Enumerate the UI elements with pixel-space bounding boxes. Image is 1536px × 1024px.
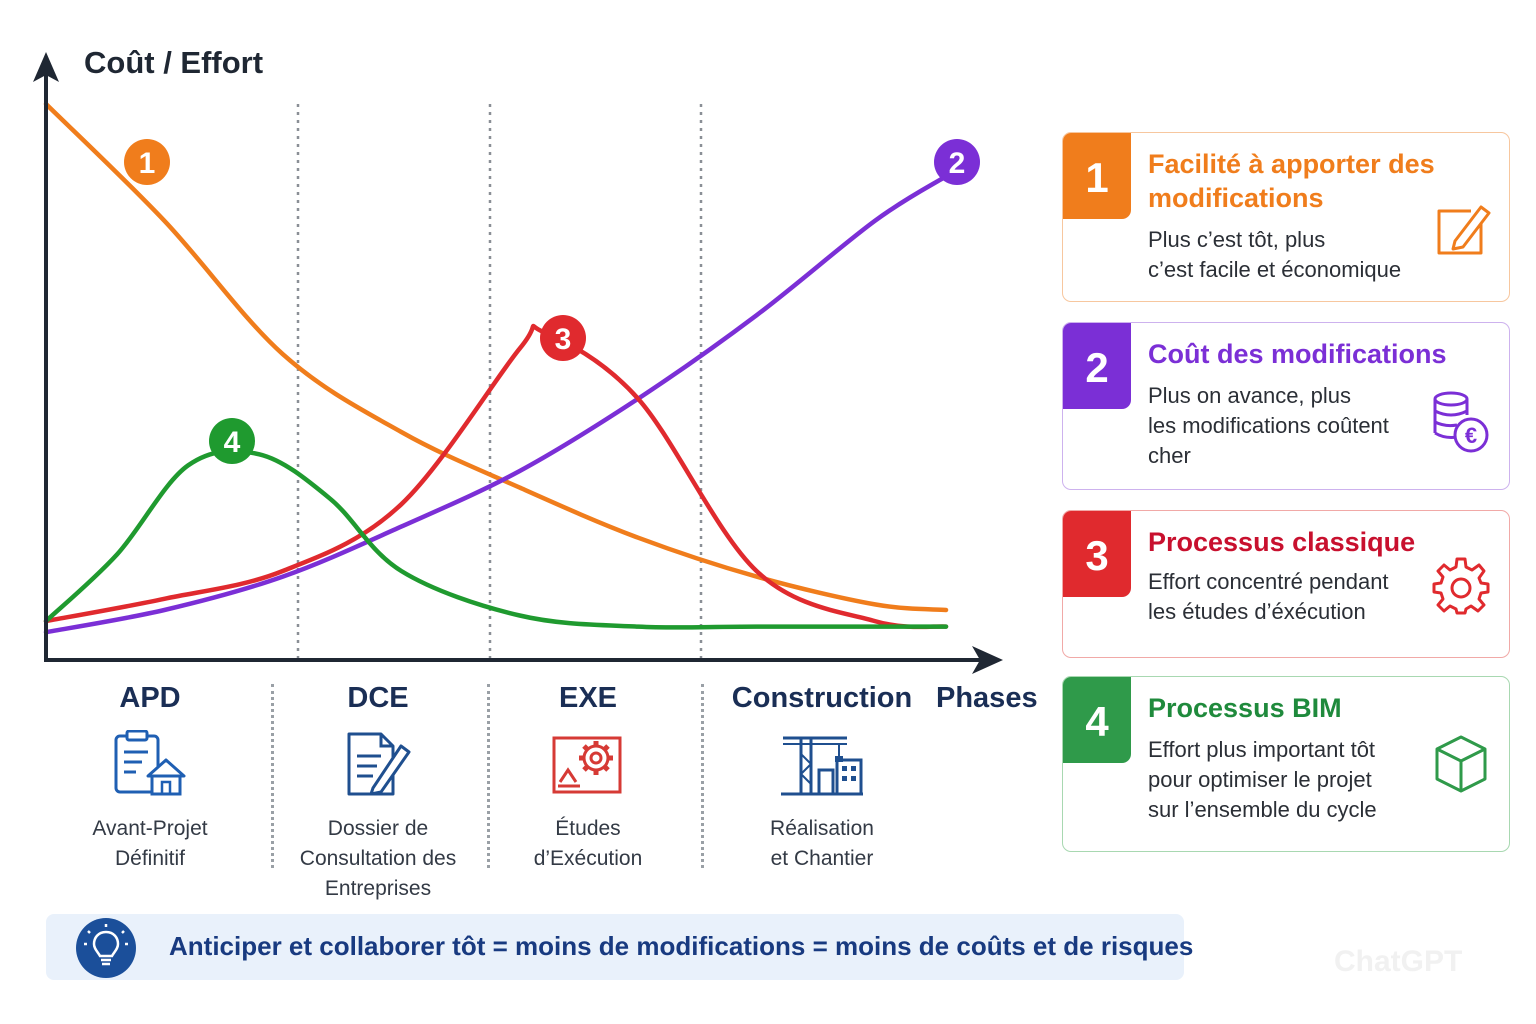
legend-card-4: 4 Processus BIM Effort plus important tô… bbox=[1062, 676, 1510, 852]
legend-card-3: 3 Processus classique Effort concentré p… bbox=[1062, 510, 1510, 658]
phase-dce: DCE Dossier de Consultation des Entrepri… bbox=[278, 680, 478, 904]
marker-label: 1 bbox=[139, 147, 156, 180]
phase-code: DCE bbox=[347, 682, 409, 714]
marker-label: 3 bbox=[555, 323, 572, 356]
series-line-3 bbox=[43, 323, 949, 630]
card-number: 4 bbox=[1063, 677, 1131, 763]
takeaway-text: Anticiper et collaborer tôt = moins de m… bbox=[169, 931, 1194, 961]
series-marker-2: 2 bbox=[934, 139, 980, 185]
phase-description: Réalisation et Chantier bbox=[770, 817, 874, 870]
phase-exe: EXE Études d’Exécution bbox=[488, 680, 688, 874]
phase-code: APD bbox=[119, 682, 181, 714]
marker-label: 4 bbox=[224, 426, 241, 459]
phase-description: Études d’Exécution bbox=[533, 817, 643, 870]
marker-circle bbox=[209, 418, 255, 464]
phase-apd: APD Avant-Projet Définitif bbox=[50, 680, 250, 874]
lightbulb-icon bbox=[76, 918, 136, 978]
phase-label-separator bbox=[271, 684, 274, 868]
marker-circle bbox=[124, 139, 170, 185]
marker-label: 2 bbox=[949, 147, 966, 180]
cube-icon bbox=[1435, 735, 1487, 793]
curves bbox=[43, 101, 949, 635]
gear-icon bbox=[1432, 557, 1490, 615]
phase-description: Dossier de Consultation des Entreprises bbox=[299, 817, 457, 900]
card-title: Processus classique bbox=[1148, 527, 1416, 557]
phase-separators bbox=[296, 104, 703, 658]
series-line-4 bbox=[43, 448, 949, 630]
series-line-2 bbox=[43, 174, 949, 635]
legend-card-1: 1 Facilité à apporter des modifications … bbox=[1062, 132, 1510, 302]
x-axis-arrow bbox=[972, 646, 1003, 674]
card-number: 3 bbox=[1063, 511, 1131, 597]
x-axis-title: Phases bbox=[936, 682, 1038, 714]
phase-label-separator bbox=[487, 684, 490, 868]
y-axis-title: Coût / Effort bbox=[84, 45, 264, 80]
card-number: 2 bbox=[1063, 323, 1131, 409]
card-text: Plus c’est tôt, plus c’est facile et éco… bbox=[1148, 227, 1402, 282]
chart-area: 1 2 3 4 bbox=[33, 52, 1003, 674]
legend-card-2: 2 Coût des modifications Plus on avance,… bbox=[1062, 322, 1510, 490]
series-marker-3: 3 bbox=[540, 315, 586, 361]
phase-code: Construction bbox=[731, 682, 913, 714]
card-number: 1 bbox=[1063, 133, 1131, 219]
coins-euro-icon: € bbox=[1433, 391, 1489, 453]
card-text: Effort concentré pendant les études d’éx… bbox=[1148, 569, 1389, 624]
series-line-1 bbox=[43, 101, 949, 613]
series-marker-4: 4 bbox=[209, 418, 255, 464]
card-title: Facilité à apporter des modifications bbox=[1148, 149, 1435, 213]
marker-circle bbox=[934, 139, 980, 185]
svg-text:€: € bbox=[1465, 423, 1477, 448]
crane-building-icon bbox=[781, 736, 863, 796]
phase-label-separator bbox=[701, 684, 704, 868]
clipboard-house-icon bbox=[114, 730, 186, 796]
card-title: Coût des modifications bbox=[1148, 339, 1447, 369]
y-axis-arrow bbox=[33, 52, 59, 82]
phase-description: Avant-Projet Définitif bbox=[92, 817, 208, 870]
card-text: Effort plus important tôt pour optimiser… bbox=[1148, 737, 1377, 822]
card-text: Plus on avance, plus les modifications c… bbox=[1148, 383, 1389, 468]
takeaway-banner: Anticiper et collaborer tôt = moins de m… bbox=[46, 914, 1193, 980]
document-pen-icon bbox=[347, 732, 411, 796]
series-marker-1: 1 bbox=[124, 139, 170, 185]
phase-construction: Construction Réalisation et Chantier bbox=[722, 680, 922, 874]
phase-code: EXE bbox=[558, 682, 618, 714]
blueprint-gear-icon bbox=[552, 736, 622, 794]
watermark-text: ChatGPT bbox=[1334, 945, 1463, 978]
curve-markers: 1 2 3 4 bbox=[124, 139, 980, 464]
edit-pencil-icon bbox=[1437, 205, 1491, 255]
card-title: Processus BIM bbox=[1148, 693, 1342, 723]
marker-circle bbox=[540, 315, 586, 361]
